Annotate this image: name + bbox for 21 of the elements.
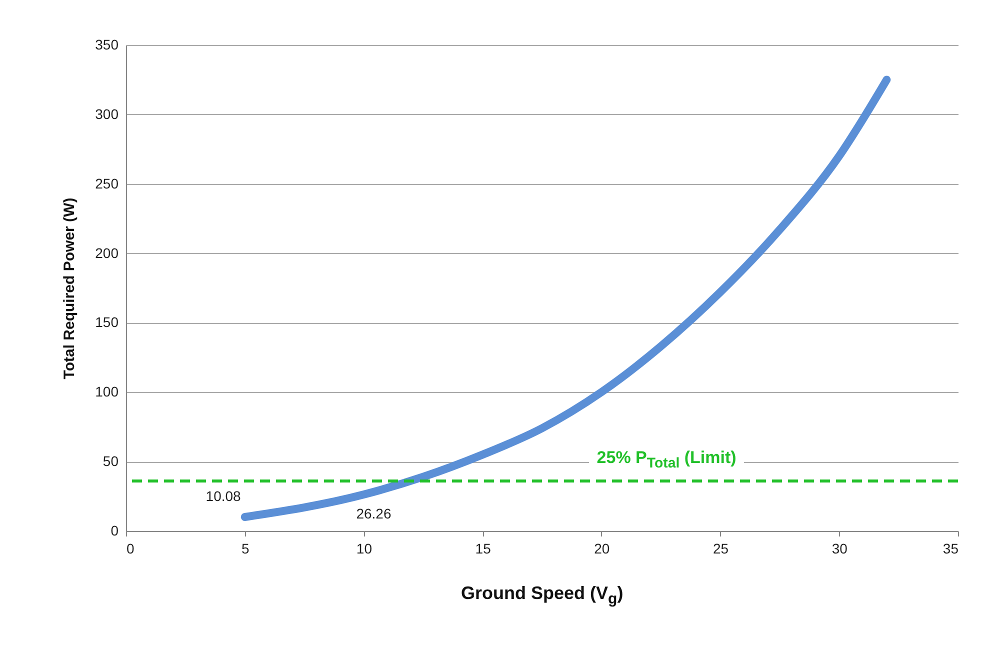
data-label: 10.08: [206, 488, 242, 504]
x-tick-label: 35: [942, 540, 959, 556]
y-tick-label: 100: [95, 384, 119, 400]
ref-line-label: 25% P$_{Total}$ (Limit): [588, 448, 744, 472]
x-tick-label: 15: [475, 540, 492, 556]
y-tick-label: 200: [95, 244, 119, 261]
y-tick-label: 150: [95, 314, 119, 330]
x-tick-label: 20: [594, 540, 610, 556]
data-label: 26.26: [356, 506, 392, 522]
y-tick-label: 300: [95, 106, 119, 122]
x-tick-label: 10: [356, 540, 372, 556]
x-tick-label: 25: [712, 540, 729, 556]
x-axis-title: Ground Speed (V$_{g}$): [461, 583, 624, 608]
x-tick-label: 30: [832, 540, 848, 556]
y-axis-title: Total Required Power (W): [61, 198, 78, 380]
y-tick-label: 350: [95, 36, 119, 52]
x-tick-label: 0: [126, 540, 134, 556]
y-tick-label: 50: [102, 453, 119, 470]
y-tick-label: 250: [95, 175, 119, 192]
y-tick-label: 0: [110, 522, 119, 538]
x-tick-label: 5: [241, 540, 250, 556]
